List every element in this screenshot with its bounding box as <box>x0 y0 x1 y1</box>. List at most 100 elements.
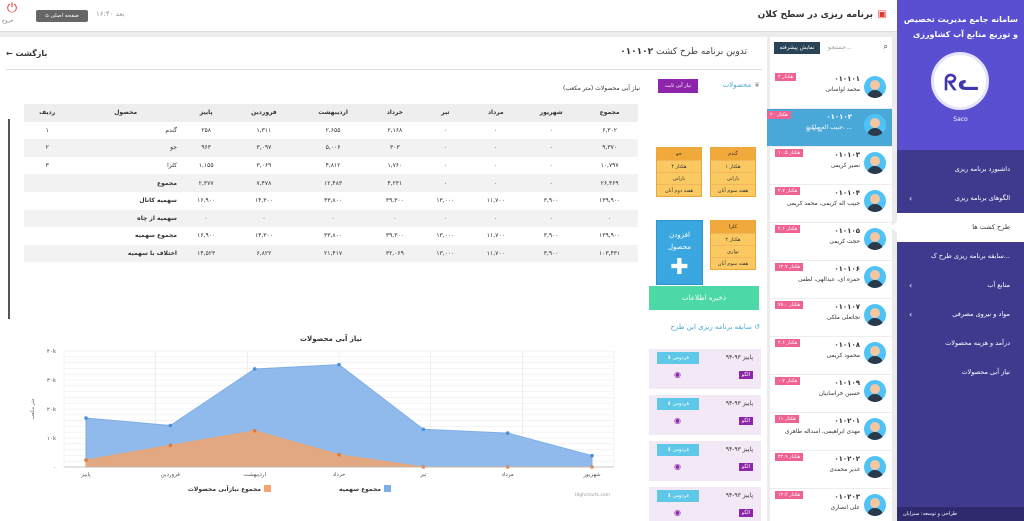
home-button[interactable]: ⌂ صفحه اصلی <box>36 10 88 22</box>
download-button[interactable]: ⬇ فردوس <box>657 398 699 410</box>
table-cell: ۱۲,۴۸۳ <box>296 174 370 192</box>
chart-credit[interactable]: Highcharts.com <box>574 493 610 498</box>
avatar <box>864 190 886 212</box>
sidebar-item-3[interactable]: سابقه برنامه ریزی طرح ک... <box>897 242 1024 271</box>
crop-card[interactable]: کلزا ۲ هکتار نواری هفته سوم آبان <box>710 220 756 270</box>
crop-detail: نواری <box>711 245 755 257</box>
add-crop-button[interactable]: افزودن محصول ✚ <box>656 220 703 285</box>
action-icons[interactable]: 🗎 ✎ ▤ <box>806 127 823 133</box>
farmer-name: نجاتعلی ملکی <box>826 315 860 321</box>
sidebar-item-5[interactable]: مواد و نیروی مصرفی ‹ <box>897 300 1024 329</box>
power-icon[interactable]: ⏻ <box>6 1 18 16</box>
sidebar-item-0[interactable]: داشبورد برنامه ریزی <box>897 155 1024 184</box>
table-cell: ۳,۹۰۰ <box>521 244 582 263</box>
eye-icon[interactable]: ◉ <box>674 462 681 471</box>
table-cell: ۴,۲۳۱ <box>369 174 421 192</box>
sidebar-item-1[interactable]: الگوهای برنامه ریزی ‹ <box>897 184 1024 213</box>
farmer-name: حبیب اله کریمی، محمد کریمی <box>786 201 860 207</box>
list-item[interactable]: ۲۲.۹ هکتار ۰۱۰۲۰۲ غدیر محمدی <box>770 451 892 489</box>
save-button[interactable]: ذخیره اطلاعات <box>649 286 759 310</box>
x-tick-label: پاییز <box>80 472 91 478</box>
table-cell: ۶,۸۲۲ <box>231 244 297 263</box>
table-row: ۲ جو ۹۶۳ ۳,۰۹۷ ۵,۰۰۶ ۳۰۳ ۰ ۰ ۰ ۹,۳۷۰ <box>24 139 638 157</box>
list-item[interactable]: ۱۰.۵ هکتار ۰۱۰۱۰۳ نصیر کریمی <box>770 147 892 185</box>
farmer-code: ۰۱۰۲۰۱ <box>834 417 860 425</box>
water-table-section: نیاز آبی محصولات (متر مکعب) ردیف محصول پای… <box>8 77 640 517</box>
farmer-code: ۰۱۰۱۰۴ <box>834 189 860 197</box>
data-point <box>168 423 173 428</box>
farmer-name: حسین خراسانیان <box>818 391 860 397</box>
list-item[interactable]: ۲۰ هکتار ۰۱۰۱۰۲ حبیب اله ملکی، ... 🗎 ✎ ▤ <box>754 109 892 147</box>
list-item[interactable]: ۲.۶ هکتار ۰۱۰۱۰۸ محمود کریمی <box>770 337 892 375</box>
advanced-view-button[interactable]: نمایش پیشرفته <box>774 42 820 54</box>
history-header[interactable]: سابقه برنامه ریزی این طرح ↺ <box>671 323 761 331</box>
farmer-name: علی انصاری <box>830 505 860 511</box>
form-title-text: تدوین برنامه طرح کشت <box>656 47 747 57</box>
area-badge: ۱۰.۵ هکتار <box>775 149 804 157</box>
list-item[interactable]: ۰.۷ هکتار ۰۱۰۱۰۹ حسین خراسانیان <box>770 375 892 413</box>
water-need-button[interactable]: نیاز آبی ثابت <box>658 79 698 93</box>
form-code: ۰۱۰۱۰۲ <box>620 47 654 57</box>
download-label: فردوس <box>672 493 689 499</box>
search-icon[interactable]: ⌕ <box>883 42 888 51</box>
sidebar-footer: طراحی و توسعه: سبزاپان <box>897 507 1024 521</box>
list-item[interactable]: ۱۱ هکتار ۰۱۰۲۰۱ مهدی ابراهیمی، اسداله طاهر… <box>770 413 892 451</box>
list-item[interactable]: ۲.۶ هکتار ۰۱۰۱۰۵ حجت کریمی <box>770 223 892 261</box>
avatar <box>864 494 886 516</box>
logout-label[interactable]: خروج <box>2 18 14 24</box>
sidebar-item-label: الگوهای برنامه ریزی <box>954 194 1010 202</box>
clock: ۱۶:۴۰ بعد <box>96 10 125 18</box>
column-header: ردیف <box>24 104 71 122</box>
crops-panel: محصولات ❦ نیاز آبی ثابت گندم ۱ هکتار بارانی… <box>648 77 762 521</box>
top-bar: ⏻ خروج ⌂ صفحه اصلی ۱۶:۴۰ بعد برنامه ریزی… <box>0 0 897 32</box>
history-item[interactable]: پاییز ۹۳-۹۴ ⬇ فردوس الگو ◉ <box>649 349 761 389</box>
table-cell: اختلاف با سهمیه <box>70 244 181 263</box>
list-item[interactable]: ۷۸.۰ هکتار ۰۱۰۱۰۷ نجاتعلی ملکی <box>770 299 892 337</box>
download-button[interactable]: ⬇ فردوس <box>657 352 699 364</box>
table-cell: جو <box>70 139 181 157</box>
crop-detail: ۴ هکتار <box>657 160 701 172</box>
legend-label: مجموع نیازآبی محصولات <box>188 484 261 493</box>
data-point <box>590 453 594 458</box>
list-item[interactable]: ۱۲.۲ هکتار ۰۱۰۲۰۳ علی انصاری <box>770 489 892 521</box>
table-cell: ۷,۴۷۸ <box>231 174 297 192</box>
sidebar-item-7[interactable]: نیاز آبی محصولات <box>897 358 1024 387</box>
eye-icon[interactable]: ◉ <box>674 416 681 425</box>
table-cell: ۰ <box>296 209 370 228</box>
table-cell: ۰ <box>420 209 471 228</box>
back-button[interactable]: ← بازگشت <box>6 49 47 58</box>
sidebar-item-6[interactable]: درآمد و هزینه محصولات <box>897 329 1024 358</box>
scroll-indicator[interactable] <box>8 119 10 319</box>
search-input[interactable]: جستجو... <box>828 44 852 51</box>
crop-card[interactable]: جو ۴ هکتار بارانی هفته دوم آبان <box>656 147 702 197</box>
pattern-tag[interactable]: الگو <box>738 463 753 471</box>
chevron-icon: ‹ <box>909 194 913 203</box>
table-cell: ۶,۳۰۲ <box>602 126 618 134</box>
area-badge: ۲۰ هکتار <box>767 111 791 119</box>
legend-swatch <box>384 485 391 492</box>
pattern-tag[interactable]: الگو <box>738 417 753 425</box>
chevron-icon: ‹ <box>909 281 913 290</box>
farmer-name: حجت کریمی <box>829 239 860 245</box>
sidebar-header: سامانه جامع مدیریت تخصیص و توزیع منابع آ… <box>897 0 1024 150</box>
list-item[interactable]: ۱۲.۷ هکتار ۰۱۰۱۰۶ حمزه ای، عبدالهی، لطفی <box>770 261 892 299</box>
eye-icon[interactable]: ◉ <box>674 508 681 517</box>
history-item[interactable]: پاییز ۹۳-۹۴ ⬇ فردوس الگو ◉ <box>649 441 761 481</box>
table-cell: ۱۶,۹۰۰ <box>197 232 216 240</box>
pattern-tag[interactable]: الگو <box>738 509 753 517</box>
list-item[interactable]: ۲.۷ هکتار ۰۱۰۱۰۴ حبیب اله کریمی، محمد کریم… <box>770 185 892 223</box>
history-date: پاییز ۹۳-۹۴ <box>725 400 753 407</box>
history-item[interactable]: پاییز ۹۳-۹۴ ⬇ فردوس الگو ◉ <box>649 395 761 435</box>
history-item[interactable]: پاییز ۹۳-۹۴ ⬇ فردوس الگو ◉ <box>649 487 761 521</box>
x-tick-label: مرداد <box>501 472 513 478</box>
download-button[interactable]: ⬇ فردوس <box>657 444 699 456</box>
list-item[interactable]: ۲ هکتار ۰۱۰۱۰۱ محمد لواسانی <box>770 71 892 109</box>
table-cell: ۱۶,۹۰۰ <box>197 197 216 205</box>
download-button[interactable]: ⬇ فردوس <box>657 490 699 502</box>
eye-icon[interactable]: ◉ <box>674 370 681 379</box>
home-icon: ⌂ <box>45 13 49 19</box>
sidebar-item-4[interactable]: منابع آب ‹ <box>897 271 1024 300</box>
crop-card[interactable]: گندم ۱ هکتار بارانی هفته سوم آبان <box>710 147 756 197</box>
pattern-tag[interactable]: الگو <box>738 371 753 379</box>
sidebar-item-2[interactable]: طرح کشت ها <box>891 213 1024 242</box>
